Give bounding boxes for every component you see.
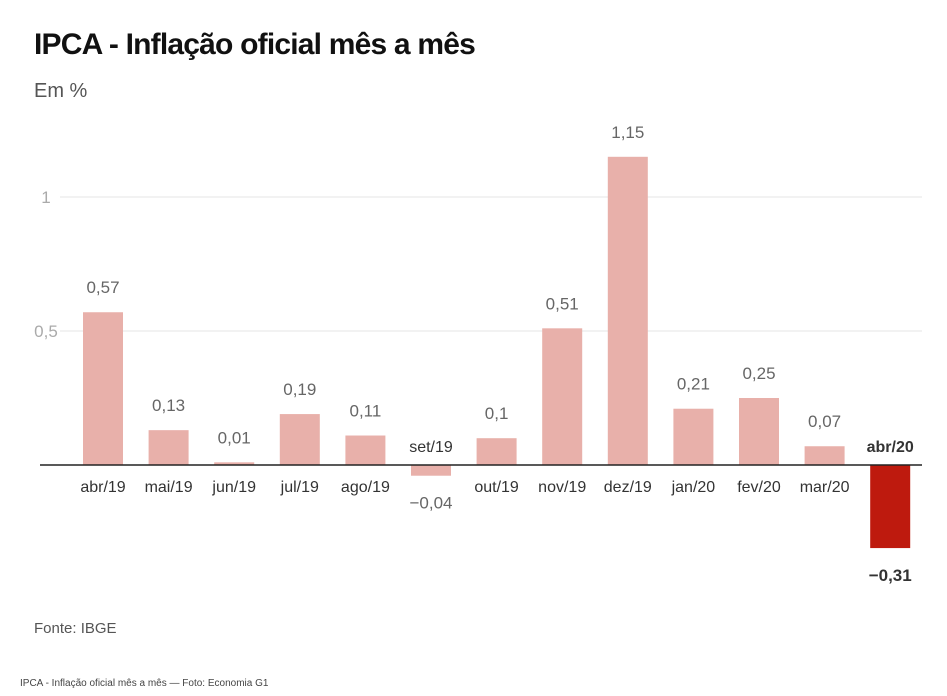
bar — [476, 438, 517, 465]
category-label: jan/20 — [671, 479, 716, 496]
category-label: mar/20 — [800, 479, 850, 496]
bar — [607, 156, 648, 466]
data-label: 0,19 — [283, 380, 316, 399]
data-label: 0,57 — [86, 278, 119, 297]
data-label: 1,15 — [611, 123, 644, 142]
data-label: 0,25 — [742, 364, 775, 383]
bar — [673, 408, 714, 465]
bar — [214, 462, 255, 465]
category-label: out/19 — [474, 479, 519, 496]
category-label: abr/20 — [867, 439, 914, 456]
data-label: 0,13 — [152, 396, 185, 415]
y-tick-label: 1 — [41, 188, 50, 207]
bar — [148, 430, 189, 465]
chart-subtitle: Em % — [34, 80, 88, 102]
source-note: Fonte: IBGE — [34, 620, 117, 637]
bar — [739, 398, 779, 465]
category-label: set/19 — [409, 439, 453, 456]
bar — [345, 435, 386, 465]
bar — [411, 465, 451, 476]
bar — [804, 446, 845, 465]
category-label: ago/19 — [341, 479, 390, 496]
y-tick-label: 0,5 — [34, 322, 58, 341]
data-label: 0,07 — [808, 412, 841, 431]
data-label: 0,11 — [349, 402, 381, 421]
category-label: abr/19 — [80, 479, 125, 496]
data-label: 0,1 — [485, 404, 509, 423]
data-label: 0,01 — [218, 428, 251, 447]
category-label: jun/19 — [211, 479, 256, 496]
category-label: dez/19 — [604, 479, 652, 496]
bar — [279, 414, 320, 465]
bar — [542, 328, 583, 465]
chart-title: IPCA - Inflação oficial mês a mês — [34, 28, 476, 61]
category-label: jul/19 — [280, 479, 319, 496]
data-label: −0,04 — [409, 494, 452, 513]
bar — [83, 312, 123, 465]
bar — [870, 465, 911, 549]
category-label: fev/20 — [737, 479, 781, 496]
data-label: 0,51 — [546, 294, 579, 313]
category-label: mai/19 — [145, 479, 193, 496]
data-label: 0,21 — [677, 375, 710, 394]
category-label: nov/19 — [538, 479, 586, 496]
data-label: −0,31 — [869, 566, 912, 585]
image-caption: IPCA - Inflação oficial mês a mês — Foto… — [20, 678, 269, 689]
